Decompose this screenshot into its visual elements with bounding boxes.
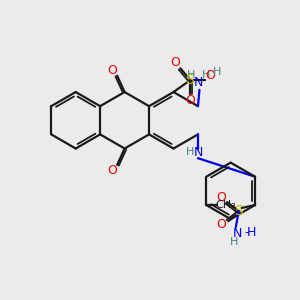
Text: O: O — [107, 64, 117, 77]
Text: O: O — [107, 164, 117, 177]
Text: O: O — [216, 191, 226, 204]
Text: H: H — [247, 226, 256, 239]
Text: S: S — [234, 204, 243, 218]
Text: N: N — [193, 76, 203, 89]
Text: H: H — [230, 236, 238, 247]
Text: S: S — [185, 73, 194, 87]
Text: O: O — [216, 218, 226, 231]
Text: O: O — [205, 70, 215, 83]
Text: N: N — [232, 227, 242, 240]
Text: H: H — [213, 67, 221, 77]
Text: N: N — [194, 146, 203, 159]
Text: H: H — [185, 147, 194, 157]
Text: -: - — [244, 226, 248, 239]
Text: H: H — [187, 70, 195, 80]
Text: O: O — [170, 56, 180, 69]
Text: O: O — [185, 94, 195, 107]
Text: H: H — [202, 70, 210, 80]
Text: CH₃: CH₃ — [215, 200, 236, 210]
